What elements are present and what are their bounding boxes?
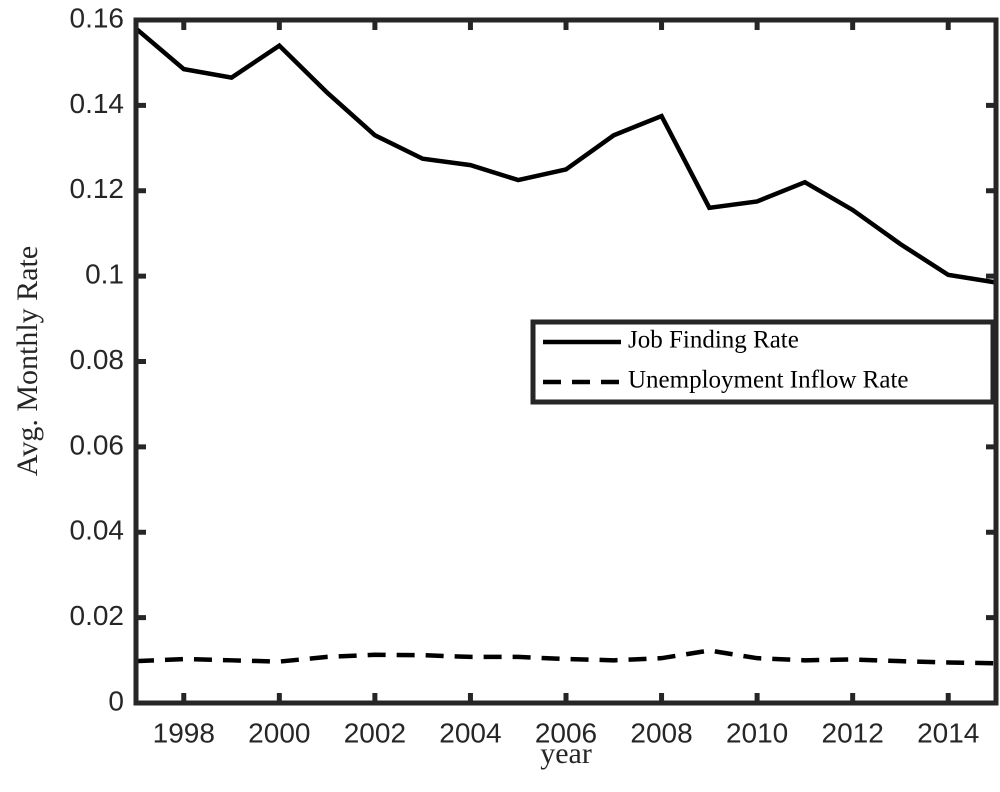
y-tick-label: 0.02: [70, 600, 125, 631]
legend-label: Job Finding Rate: [628, 327, 799, 354]
y-tick-label: 0: [108, 685, 124, 716]
y-tick-label: 0.16: [70, 2, 125, 33]
x-tick-label: 2000: [248, 717, 310, 748]
plot-frame: [133, 17, 999, 706]
y-tick-label: 0.08: [70, 344, 125, 375]
y-tick-label: 0.06: [70, 429, 125, 460]
x-tick-label: 1998: [153, 717, 215, 748]
x-tick-label: 2002: [344, 717, 406, 748]
x-tick-label: 2014: [917, 717, 979, 748]
y-tick-label: 0.14: [70, 88, 125, 119]
legend-box: [530, 319, 996, 405]
y-axis-label: Avg. Monthly Rate: [11, 246, 44, 476]
legend-label: Unemployment Inflow Rate: [628, 367, 909, 394]
x-tick-label: 2004: [439, 717, 501, 748]
y-tick-label: 0.04: [70, 515, 125, 546]
x-tick-label: 2010: [726, 717, 788, 748]
y-tick-label: 0.12: [70, 173, 125, 204]
series-line: [134, 26, 997, 285]
x-axis-label: year: [540, 737, 592, 770]
x-tick-label: 2006: [535, 717, 597, 748]
series-line: [135, 648, 997, 666]
x-tick-label: 2008: [630, 717, 692, 748]
x-tick-label: 2012: [822, 717, 884, 748]
y-tick-label: 0.1: [85, 259, 124, 290]
